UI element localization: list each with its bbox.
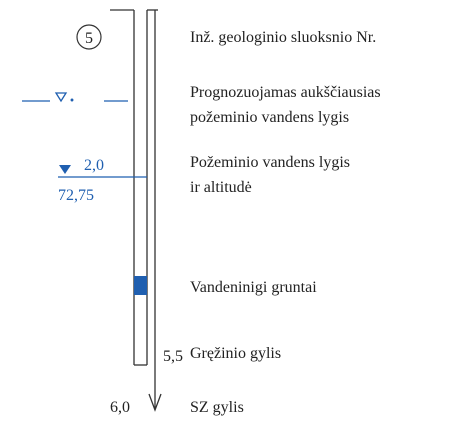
layer-circle [76,24,102,50]
layer-number: 5 [85,30,93,47]
aquifer-mark [134,276,147,295]
forecast-label: požeminio vandens lygis [190,109,349,126]
water-depth: 2,0 [84,157,104,174]
borehole-depth: 5,5 [163,348,183,365]
water-symbol [59,165,71,174]
layer-label: Inž. geologinio sluoksnio Nr. [190,29,376,46]
borehole-label: Gręžinio gylis [190,345,281,362]
water-label: ir altitudė [190,179,252,196]
aquifer-label: Vandeninigi gruntai [190,279,317,296]
forecast-label: Prognozuojamas aukščiausias [190,84,381,101]
water-label: Požeminio vandens lygis [190,154,350,171]
sz-label: SZ gylis [190,399,244,416]
water-altitude: 72,75 [58,187,94,204]
borehole [110,9,162,412]
sz-depth: 6,0 [110,399,130,416]
forecast-level [22,92,128,103]
